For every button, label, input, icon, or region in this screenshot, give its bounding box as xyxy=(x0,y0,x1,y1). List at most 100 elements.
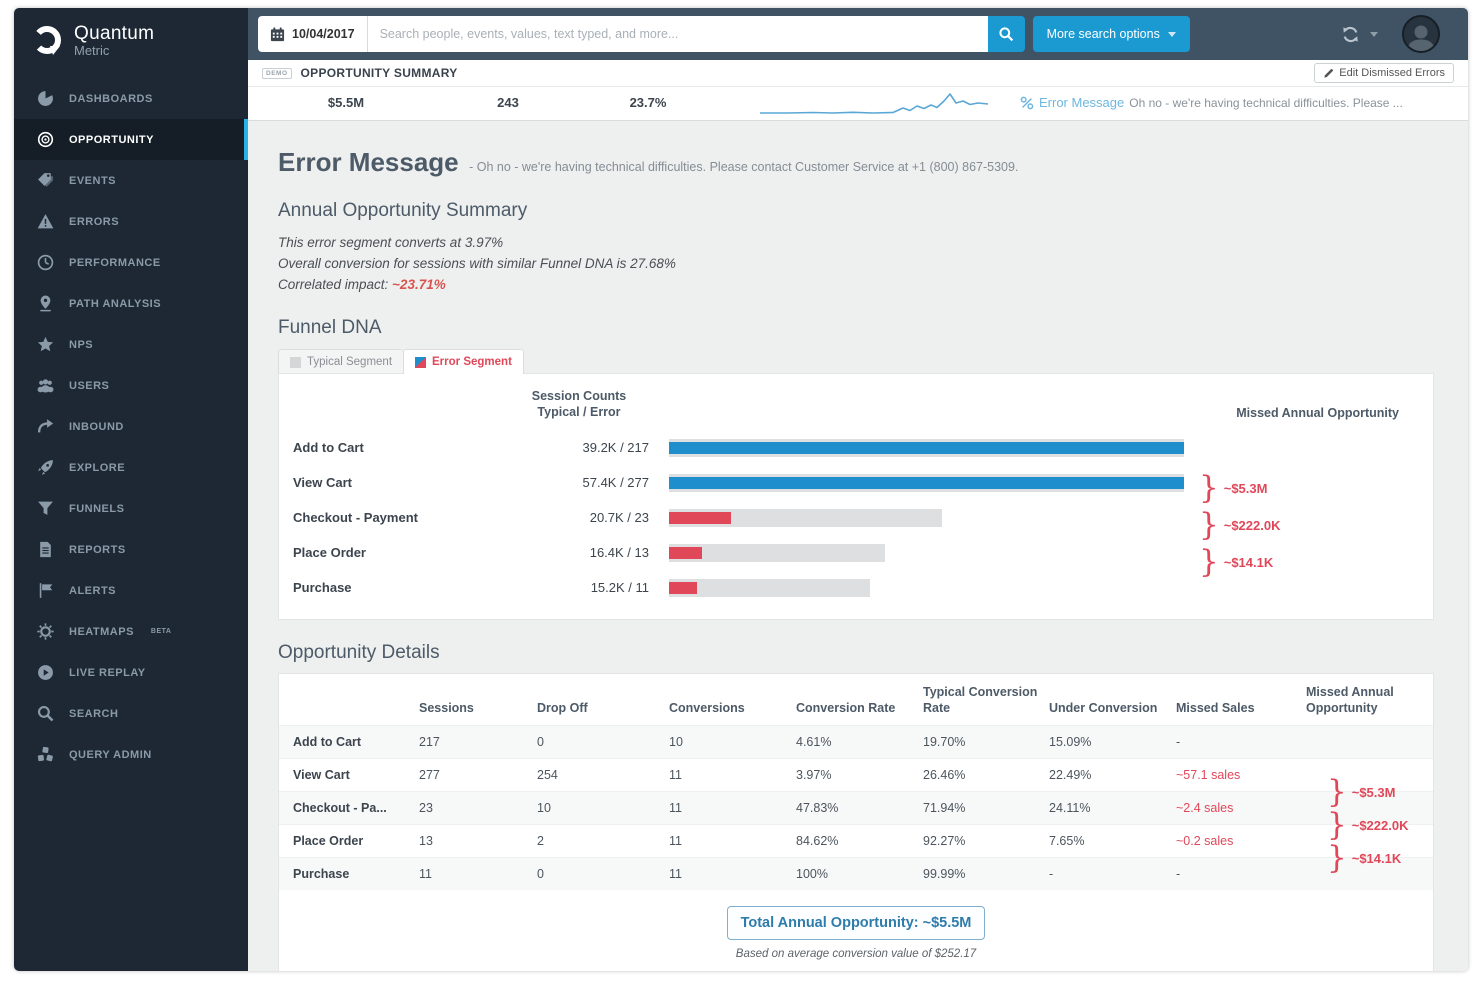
missed-annual-opportunity-header: Missed Annual Opportunity xyxy=(1236,406,1399,420)
gear-sun-icon xyxy=(37,623,54,640)
funnel-row: Add to Cart 39.2K / 217 xyxy=(279,430,1433,465)
funnel-bar-fill xyxy=(669,546,703,559)
funnel-brace-annotation: } ~$222.0K xyxy=(1199,507,1281,543)
error-message-preview: Oh no - we're having technical difficult… xyxy=(1129,95,1403,110)
brand-name: Quantum Metric xyxy=(74,23,154,58)
error-title: Error Message xyxy=(278,147,459,177)
sidebar-item-errors[interactable]: ERRORS xyxy=(14,201,248,242)
sidebar-item-dashboards[interactable]: DASHBOARDS xyxy=(14,78,248,119)
date-value: 10/04/2017 xyxy=(292,27,355,41)
refresh-dropdown-caret-icon[interactable] xyxy=(1370,31,1378,37)
funnel-row: Checkout - Payment 20.7K / 23 xyxy=(279,500,1433,535)
search-icon xyxy=(998,26,1014,42)
sidebar-item-path-analysis[interactable]: PATH ANALYSIS xyxy=(14,283,248,324)
sidebar-nav: DASHBOARDS OPPORTUNITY EVENTS ERRORS PER… xyxy=(14,78,248,775)
funnel-icon xyxy=(37,500,54,517)
search-group: 10/04/2017 xyxy=(258,16,1025,52)
opportunity-details-heading: Opportunity Details xyxy=(278,642,440,663)
sidebar-item-query-admin[interactable]: QUERY ADMIN xyxy=(14,734,248,775)
more-search-options-button[interactable]: More search options xyxy=(1032,16,1190,52)
total-annual-opportunity-button[interactable]: Total Annual Opportunity: ~$5.5M xyxy=(726,906,986,940)
brace-icon: } xyxy=(1327,807,1347,843)
total-note: Based on average conversion value of $25… xyxy=(735,948,977,960)
error-message-link[interactable]: Error Message xyxy=(1039,95,1125,110)
sidebar-item-alerts[interactable]: ALERTS xyxy=(14,570,248,611)
funnel-bar-fill xyxy=(669,511,731,524)
funnel-legend-tabs: Typical Segment Error Segment xyxy=(278,349,1434,374)
sidebar-item-heatmaps[interactable]: HEATMAPS BETA xyxy=(14,611,248,652)
typical-segment-swatch-icon xyxy=(290,356,301,368)
sidebar-item-performance[interactable]: PERFORMANCE xyxy=(14,242,248,283)
funnel-bar-track xyxy=(669,578,870,597)
sidebar-item-live-replay[interactable]: LIVE REPLAY xyxy=(14,652,248,693)
col-header-sessions: Sessions xyxy=(419,701,474,715)
col-header-under-conversion: Under Conversion xyxy=(1049,701,1158,715)
col-header-missed-annual-opportunity: Missed Annual Opportunity xyxy=(1306,685,1394,715)
sidebar-item-label: DASHBOARDS xyxy=(69,92,153,105)
sidebar-item-users[interactable]: USERS xyxy=(14,365,248,406)
quantum-metric-logo-icon xyxy=(30,23,64,57)
table-row[interactable]: Purchase 11 0 11 100% 99.99% - - xyxy=(279,857,1433,890)
edit-dismissed-errors-button[interactable]: Edit Dismissed Errors xyxy=(1314,63,1454,83)
sidebar-item-label: INBOUND xyxy=(69,420,124,433)
tab-error-segment[interactable]: Error Segment xyxy=(403,349,524,374)
brace-icon: } xyxy=(1199,544,1219,580)
funnel-bar-track xyxy=(669,438,1184,457)
sidebar-item-label: OPPORTUNITY xyxy=(69,133,154,146)
search-input[interactable] xyxy=(367,16,988,52)
funnel-brace-annotation: } ~$5.3M xyxy=(1199,470,1268,506)
date-picker[interactable]: 10/04/2017 xyxy=(258,16,368,52)
sidebar-item-explore[interactable]: EXPLORE xyxy=(14,447,248,488)
table-row[interactable]: Place Order 13 2 11 84.62% 92.27% 7.65% … xyxy=(279,824,1433,857)
brand-name-line2: Metric xyxy=(74,42,110,58)
summary-line-1: This error segment converts at 3.97% xyxy=(278,235,504,250)
search-button[interactable] xyxy=(987,16,1025,52)
sidebar-item-inbound[interactable]: INBOUND xyxy=(14,406,248,447)
star-icon xyxy=(37,336,54,353)
col-header-missed-sales: Missed Sales xyxy=(1176,701,1255,715)
funnel-bar-fill xyxy=(669,476,1184,489)
tab-typical-segment[interactable]: Typical Segment xyxy=(278,349,404,374)
calendar-icon xyxy=(270,26,285,42)
warning-triangle-icon xyxy=(37,213,54,230)
error-message-summary[interactable]: Error Message Oh no - we're having techn… xyxy=(1020,95,1458,110)
sidebar-item-label: PERFORMANCE xyxy=(69,256,161,269)
sidebar-item-label: EXPLORE xyxy=(69,461,126,474)
table-body: Add to Cart 217 0 10 4.61% 19.70% 15.09%… xyxy=(279,725,1433,890)
table-row[interactable]: Add to Cart 217 0 10 4.61% 19.70% 15.09%… xyxy=(279,725,1433,758)
sidebar-item-reports[interactable]: REPORTS xyxy=(14,529,248,570)
error-subtitle: - Oh no - we're having technical difficu… xyxy=(469,160,1019,174)
funnel-brace-annotation: } ~$14.1K xyxy=(1199,544,1274,580)
funnel-row: Purchase 15.2K / 11 xyxy=(279,570,1433,605)
col-header-conversions: Conversions xyxy=(669,701,745,715)
table-row[interactable]: Checkout - Pa... 23 10 11 47.83% 71.94% … xyxy=(279,791,1433,824)
sidebar-item-label: SEARCH xyxy=(69,707,119,720)
funnel-bar-track xyxy=(669,543,886,562)
magnifier-icon xyxy=(37,705,54,722)
redirect-arrow-icon xyxy=(37,418,54,435)
col-header-typical-conversion-rate: Typical Conversion Rate xyxy=(923,685,1038,715)
user-avatar[interactable] xyxy=(1402,15,1440,53)
sidebar-item-search[interactable]: SEARCH xyxy=(14,693,248,734)
pencil-icon xyxy=(1323,68,1334,79)
sidebar-item-events[interactable]: EVENTS xyxy=(14,160,248,201)
brand-logo[interactable]: Quantum Metric xyxy=(14,8,248,70)
sidebar-item-opportunity[interactable]: OPPORTUNITY xyxy=(14,119,248,160)
col-header-drop-off: Drop Off xyxy=(537,701,588,715)
sidebar-item-label: FUNNELS xyxy=(69,502,125,515)
table-row[interactable]: View Cart 277 254 11 3.97% 26.46% 22.49%… xyxy=(279,758,1433,791)
cluster-icon xyxy=(37,746,54,763)
pie-chart-icon xyxy=(37,90,54,107)
brand-name-line1: Quantum xyxy=(74,22,155,44)
impact-value: ~23.71% xyxy=(392,277,446,292)
more-search-options-label: More search options xyxy=(1046,27,1160,41)
stat-missed-opportunity: $5.5M xyxy=(327,95,365,110)
sidebar-item-label: NPS xyxy=(69,338,94,351)
col-header-conversion-rate: Conversion Rate xyxy=(796,701,896,715)
sidebar-item-nps[interactable]: NPS xyxy=(14,324,248,365)
sidebar-item-funnels[interactable]: FUNNELS xyxy=(14,488,248,529)
refresh-icon[interactable] xyxy=(1341,25,1360,44)
target-icon xyxy=(37,131,54,148)
sessions-sparkline xyxy=(758,91,993,118)
main-column: 10/04/2017 More search options D xyxy=(248,8,1468,971)
